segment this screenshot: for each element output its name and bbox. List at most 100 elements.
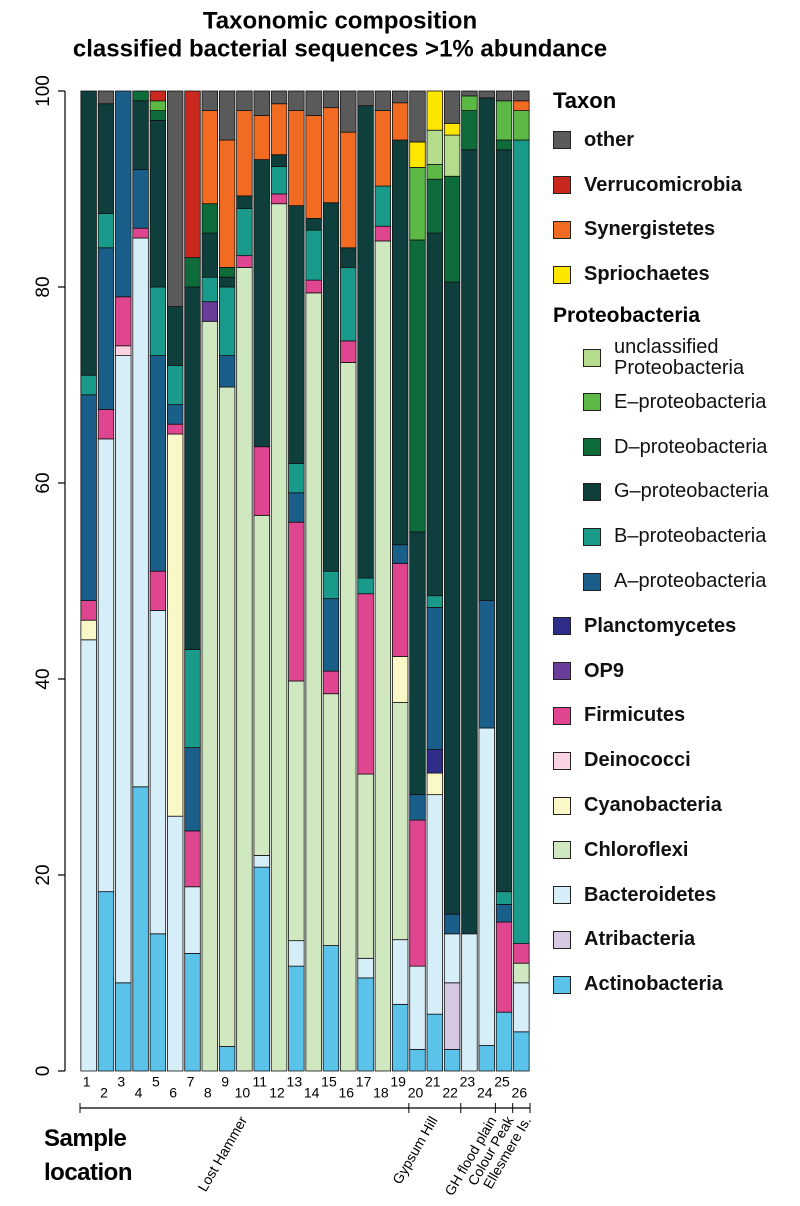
x-tick-label: 1 xyxy=(83,1074,91,1090)
bar-segment xyxy=(426,794,443,1015)
bar-segment xyxy=(461,95,478,112)
bar-segment xyxy=(392,562,409,657)
legend-label: Actinobacteria xyxy=(584,973,723,996)
bar-segment xyxy=(443,134,461,177)
legend-label: Synergistetes xyxy=(584,218,716,241)
x-tick-label: 20 xyxy=(408,1085,424,1101)
group-label: Lost Hammer xyxy=(194,1113,250,1194)
bar-segment xyxy=(305,115,322,219)
bar-segment xyxy=(513,100,530,112)
bar-segment xyxy=(392,544,409,564)
bar-segment xyxy=(253,159,270,448)
bar-segment xyxy=(149,570,167,611)
legend-swatch xyxy=(583,482,601,501)
bar-segment xyxy=(426,90,443,131)
bar-segment xyxy=(443,913,461,935)
bar-segment xyxy=(218,1046,236,1072)
bar-segment xyxy=(288,462,305,494)
bar-segment xyxy=(340,266,357,342)
bar-segment xyxy=(236,208,253,257)
bar-segment xyxy=(132,227,149,239)
x-tick-label: 10 xyxy=(235,1085,251,1101)
bar-segment xyxy=(149,100,167,112)
bar-segment xyxy=(149,933,167,1072)
bar-segment xyxy=(184,286,201,651)
bar-segment xyxy=(461,149,478,935)
legend-swatch xyxy=(553,265,571,284)
legend-item: Actinobacteria xyxy=(553,962,798,1007)
legend-swatch xyxy=(553,930,571,949)
bar-segment xyxy=(374,225,392,242)
legend-label: unclassified Proteobacteria xyxy=(614,335,745,379)
bar-segment xyxy=(132,168,149,229)
bar-segment xyxy=(218,386,236,1047)
bar-segment xyxy=(409,1049,426,1072)
bar-segment xyxy=(461,90,478,97)
bar-segment xyxy=(218,355,236,388)
bar-segment xyxy=(149,120,167,288)
x-tick-label: 24 xyxy=(477,1085,493,1101)
legend-item: Deinococci xyxy=(553,738,798,783)
bar-segment xyxy=(357,977,374,1072)
x-tick-label: 3 xyxy=(117,1074,125,1090)
bar-segment xyxy=(426,607,443,750)
bar-segment xyxy=(392,139,409,546)
bar-segment xyxy=(495,100,513,141)
legend-item: Cyanobacteria xyxy=(553,783,798,828)
x-tick-label: 12 xyxy=(269,1085,285,1101)
bar-segment xyxy=(253,866,270,1072)
bar-segment xyxy=(426,1013,443,1072)
bar-segment xyxy=(409,819,426,967)
bar-segment xyxy=(322,107,340,204)
legend-label: D–proteobacteria xyxy=(614,435,768,458)
bar-segment xyxy=(80,90,97,376)
legend-item: A–proteobacteria xyxy=(553,559,798,604)
bar-segment xyxy=(426,178,443,234)
bar-segment xyxy=(495,149,513,893)
bar-segment xyxy=(461,933,478,1072)
bar-segment xyxy=(201,276,218,303)
bar-segment xyxy=(167,433,184,817)
bar-segment xyxy=(478,1045,495,1072)
bar-segment xyxy=(270,154,288,167)
bar-segment xyxy=(409,90,426,143)
bar-segment xyxy=(461,110,478,151)
bar-segment xyxy=(305,292,322,1072)
legend-item: B–proteobacteria xyxy=(553,514,798,559)
y-tick-label: 80 xyxy=(33,276,54,297)
legend-label: Bacteroidetes xyxy=(584,883,717,906)
bar-segment xyxy=(426,772,443,796)
bar-segment xyxy=(97,103,115,214)
bar-segment xyxy=(288,205,305,464)
bar-segment xyxy=(443,90,461,124)
bar-segment xyxy=(218,266,236,278)
legend-item: D–proteobacteria xyxy=(553,425,798,470)
bar-segment xyxy=(409,531,426,796)
legend-group: Proteobacteria xyxy=(553,304,701,328)
bar-segment xyxy=(80,600,97,621)
bar-segment xyxy=(167,306,184,366)
x-tick-label: 4 xyxy=(135,1085,143,1101)
x-tick-label: 16 xyxy=(338,1085,354,1101)
bar-segment xyxy=(115,90,132,298)
bar-segment xyxy=(218,276,236,288)
bar-segment xyxy=(201,232,218,278)
bar-segment xyxy=(97,438,115,893)
bar-segment xyxy=(478,90,495,99)
bar-segment xyxy=(392,90,409,104)
bar-segment xyxy=(132,786,149,1072)
legend-item: Chloroflexi xyxy=(553,828,798,873)
bar-segment xyxy=(236,110,253,197)
x-tick-label: 7 xyxy=(187,1074,195,1090)
bar-segment xyxy=(149,286,167,356)
bar-segment xyxy=(184,830,201,888)
bar-segment xyxy=(270,90,288,105)
x-tick-label: 11 xyxy=(252,1074,267,1090)
bar-segment xyxy=(236,255,253,268)
bar-segment xyxy=(288,940,305,967)
bar-segment xyxy=(305,229,322,281)
bar-segment xyxy=(236,266,253,1072)
x-tick-label: 8 xyxy=(204,1085,212,1101)
bar-segment xyxy=(478,727,495,1046)
